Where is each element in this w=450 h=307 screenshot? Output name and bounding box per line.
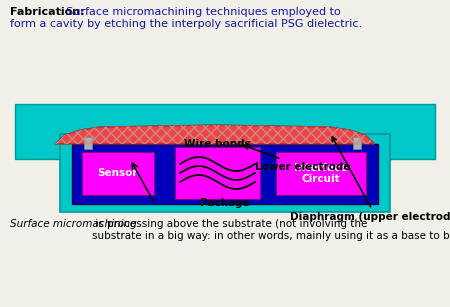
Text: Fabrication:: Fabrication: bbox=[10, 7, 85, 17]
Text: Surface micromachining: Surface micromachining bbox=[10, 219, 137, 229]
Bar bbox=[82, 152, 154, 195]
Text: Diaphragm (upper electrode): Diaphragm (upper electrode) bbox=[290, 137, 450, 222]
Polygon shape bbox=[55, 125, 375, 144]
Bar bbox=[175, 147, 260, 199]
Text: is processing above the substrate (not involving the
substrate in a big way: in : is processing above the substrate (not i… bbox=[93, 219, 450, 241]
Bar bbox=[353, 137, 361, 149]
Bar bbox=[84, 137, 92, 149]
Text: Package: Package bbox=[200, 198, 250, 208]
Text: Lower electrode: Lower electrode bbox=[244, 145, 351, 172]
Text: Interface
Circuit: Interface Circuit bbox=[294, 163, 348, 184]
Bar bbox=[15, 104, 435, 159]
Bar bbox=[90, 134, 355, 144]
Text: Sensor: Sensor bbox=[98, 169, 138, 178]
Bar bbox=[60, 134, 390, 212]
Text: Wire bonds: Wire bonds bbox=[184, 139, 251, 149]
Text: : Surface micromachining techniques employed to
form a cavity by etching the int: : Surface micromachining techniques empl… bbox=[10, 7, 362, 29]
Bar bbox=[72, 144, 378, 204]
Bar bbox=[276, 152, 366, 195]
